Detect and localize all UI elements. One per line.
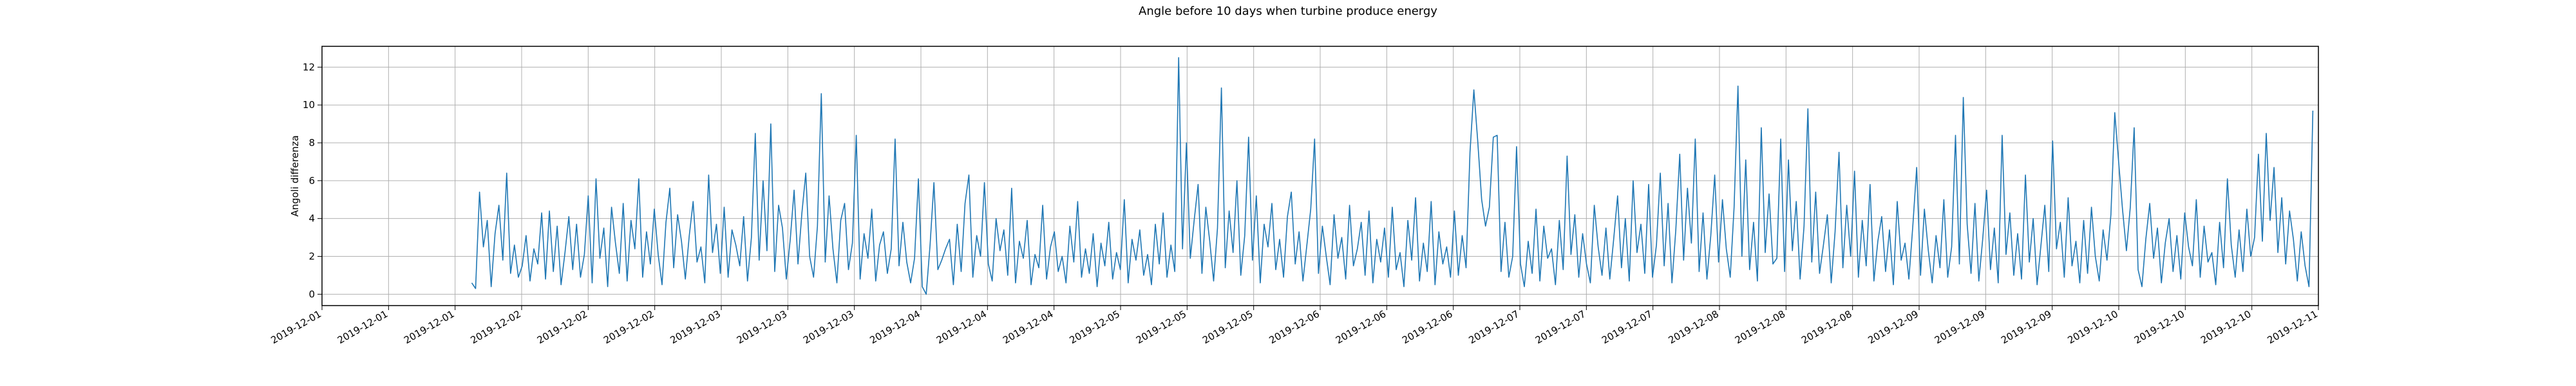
y-tick-label: 4 bbox=[308, 213, 315, 225]
series-line-0 bbox=[471, 57, 2314, 295]
y-tick-label: 8 bbox=[308, 137, 315, 149]
series-group bbox=[471, 57, 2314, 295]
y-tick-label: 12 bbox=[303, 61, 315, 73]
chart-title: Angle before 10 days when turbine produc… bbox=[1139, 5, 1437, 18]
y-tick-label: 2 bbox=[308, 251, 315, 262]
y-axis-label: Angoli differenza bbox=[289, 135, 301, 216]
y-tick-label: 10 bbox=[303, 99, 315, 111]
y-axis: 0 2 4 6 8 10 12 bbox=[303, 61, 322, 300]
y-tick-label: 0 bbox=[308, 288, 315, 300]
plot-frame bbox=[321, 46, 2319, 306]
y-tick-label: 6 bbox=[308, 175, 315, 187]
